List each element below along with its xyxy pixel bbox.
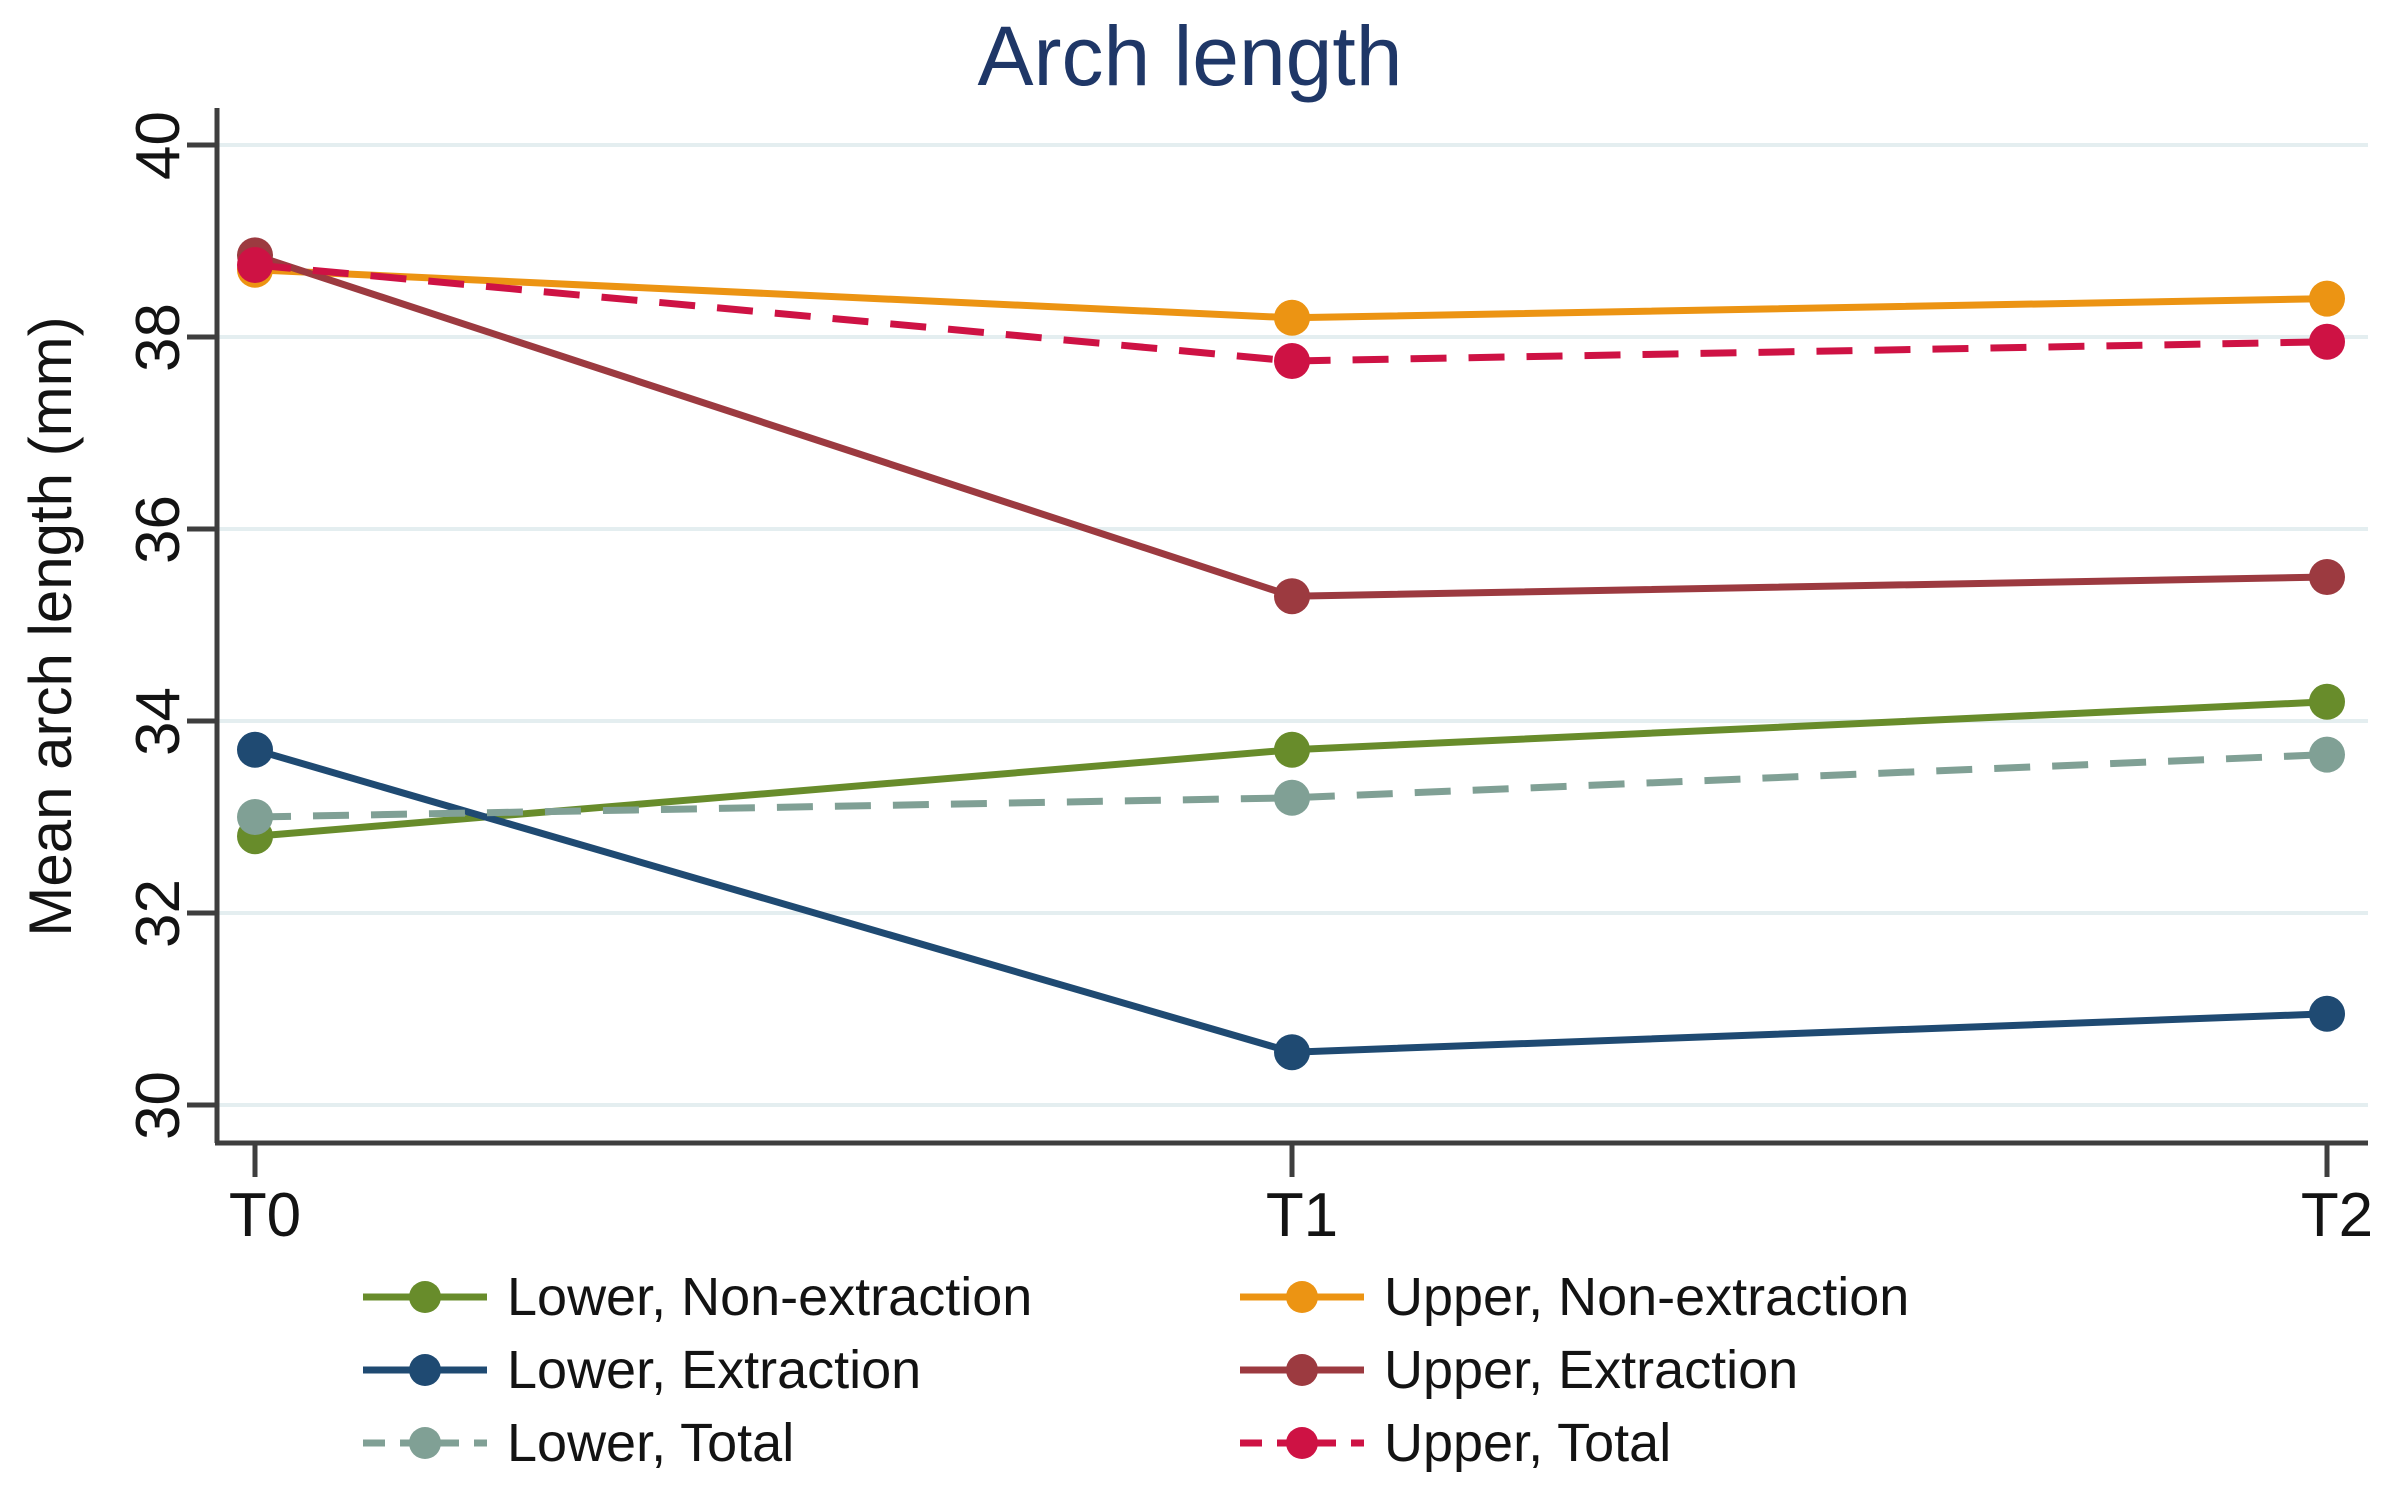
data-point (1274, 779, 1310, 816)
legend-sample-line (363, 1427, 487, 1459)
data-point (1274, 1034, 1310, 1071)
data-point (1274, 731, 1310, 768)
legend-sample-line (1240, 1354, 1364, 1386)
legend-label: Upper, Extraction (1384, 1340, 1799, 1400)
data-point (237, 247, 273, 283)
y-tick-label-text: 40 (123, 110, 193, 180)
x-tick-label: T2 (2300, 1181, 2374, 1250)
legend-label: Lower, Non-extraction (507, 1267, 1033, 1327)
legend-sample-line (1240, 1427, 1364, 1459)
legend-sample-line (363, 1281, 487, 1313)
legend-item: Upper, Extraction (1240, 1330, 1798, 1410)
y-tick-label: 32 (106, 851, 210, 975)
legend-marker (409, 1427, 441, 1459)
legend-marker (1286, 1354, 1318, 1386)
legend-item: Lower, Non-extraction (363, 1257, 1032, 1337)
y-tick-label: 36 (106, 467, 210, 591)
legend-item: Upper, Non-extraction (1240, 1257, 1909, 1337)
legend-marker (409, 1281, 441, 1313)
y-tick-label: 40 (106, 83, 210, 207)
legend-marker (1286, 1281, 1318, 1313)
legend-sample-line (1240, 1281, 1364, 1313)
data-point (237, 799, 273, 835)
y-tick-label: 38 (106, 275, 210, 399)
data-point (2309, 995, 2345, 1032)
legend-sample-line (363, 1354, 487, 1386)
legend-label: Upper, Non-extraction (1384, 1267, 1910, 1327)
legend-label: Upper, Total (1384, 1413, 1672, 1473)
y-tick-label-text: 30 (123, 1070, 193, 1140)
y-tick-label-text: 34 (123, 686, 193, 756)
chart-title: Arch length (977, 9, 1403, 103)
data-point (2309, 280, 2345, 317)
legend-marker (409, 1354, 441, 1386)
data-point (237, 731, 273, 768)
legend-item: Lower, Total (363, 1403, 794, 1483)
y-tick-label: 30 (106, 1043, 210, 1167)
legend-label: Lower, Total (507, 1413, 795, 1473)
legend-marker (1286, 1427, 1318, 1459)
data-point (2309, 559, 2345, 595)
legend-item: Lower, Extraction (363, 1330, 921, 1410)
y-tick-label-text: 32 (123, 878, 193, 948)
y-axis-title: Mean arch length (mm) (17, 316, 84, 937)
y-tick-label-text: 38 (123, 302, 193, 372)
x-tick-label: T1 (1265, 1181, 1339, 1250)
data-point (1274, 299, 1310, 336)
data-point (1274, 578, 1310, 615)
y-tick-label: 34 (106, 659, 210, 783)
data-point (2309, 683, 2345, 720)
legend-item: Upper, Total (1240, 1403, 1671, 1483)
data-point (2309, 736, 2345, 773)
legend-label: Lower, Extraction (507, 1340, 922, 1400)
y-tick-label-text: 36 (123, 494, 193, 564)
x-tick-label: T0 (228, 1181, 302, 1250)
data-point (1274, 343, 1310, 379)
data-point (2309, 323, 2345, 360)
